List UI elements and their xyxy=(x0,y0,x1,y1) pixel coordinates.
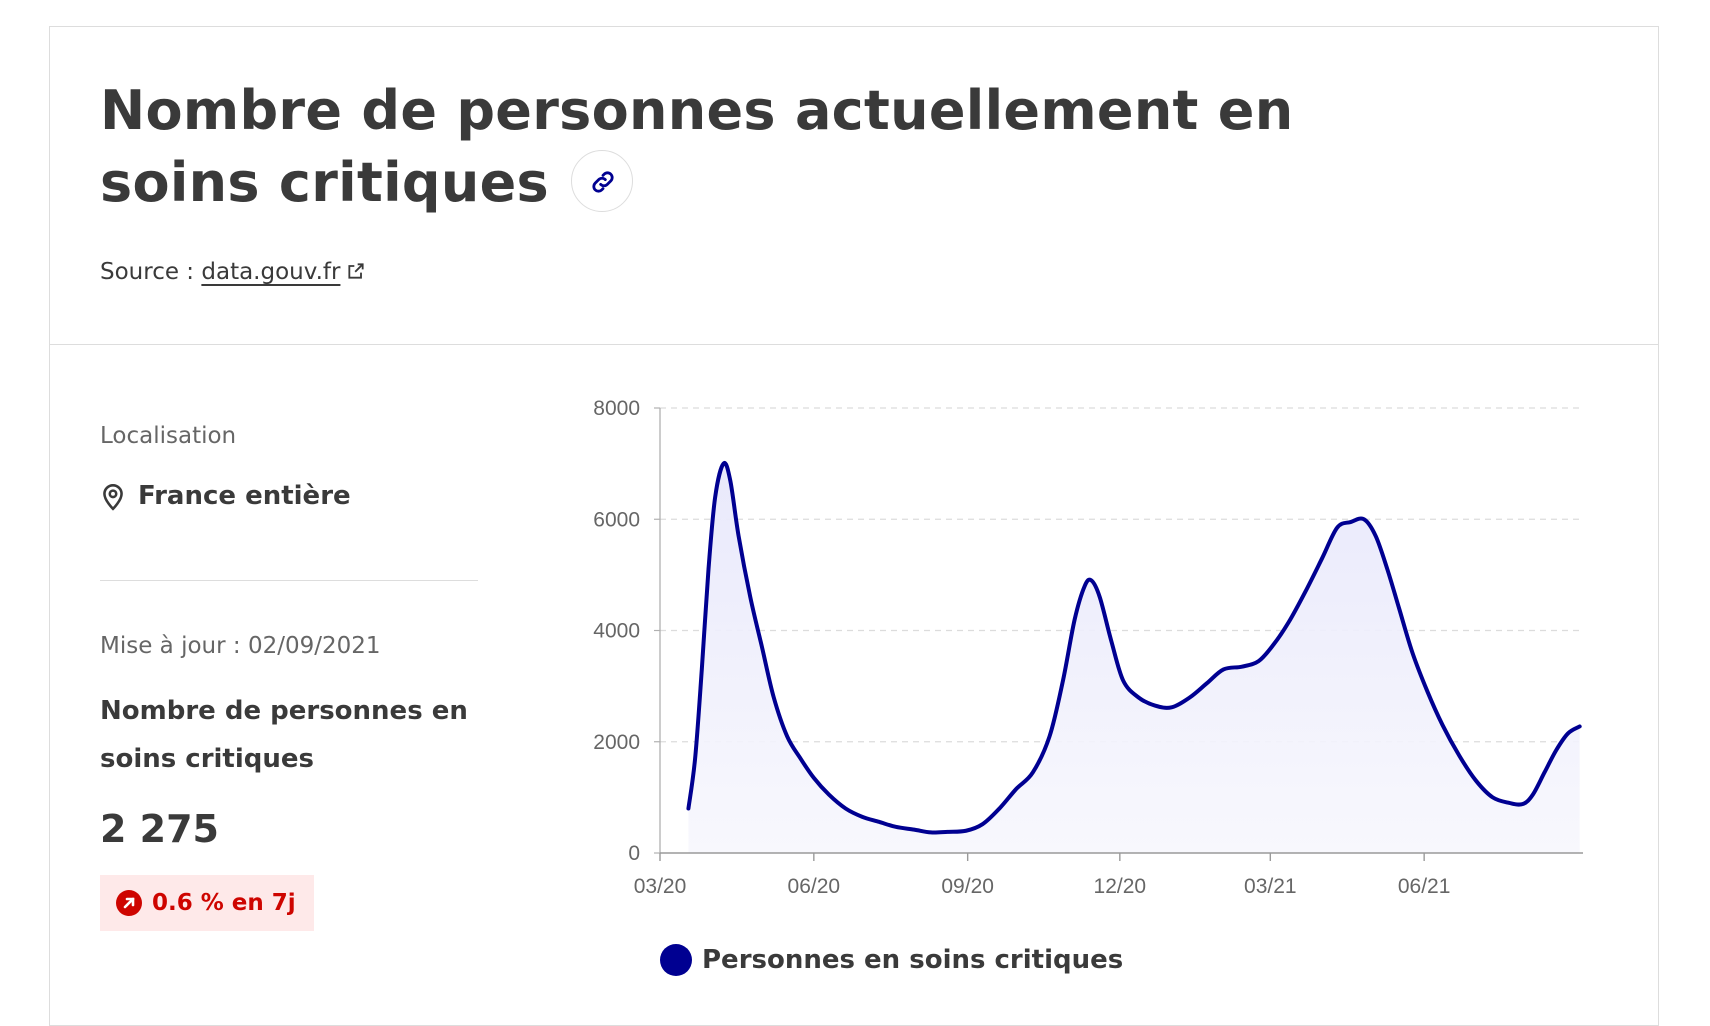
arrow-up-right-icon xyxy=(116,890,142,916)
location-pin-icon xyxy=(103,484,123,511)
localisation-label: Localisation xyxy=(100,423,237,449)
card-header: Nombre de personnes actuellement en soin… xyxy=(50,27,1658,345)
divider xyxy=(100,580,478,581)
page-title: Nombre de personnes actuellement en soin… xyxy=(100,75,1400,219)
source-link[interactable]: data.gouv.fr xyxy=(201,259,366,285)
external-link-icon xyxy=(348,263,365,279)
trend-badge-text: 0.6 % en 7j xyxy=(152,890,296,916)
chart-legend[interactable]: Personnes en soins critiques xyxy=(660,944,1123,976)
legend-label: Personnes en soins critiques xyxy=(702,945,1124,975)
source-line: Source : data.gouv.fr xyxy=(100,259,366,285)
metric-value: 2 275 xyxy=(100,807,219,851)
chart-card: Nombre de personnes actuellement en soin… xyxy=(49,26,1659,1026)
metric-title: Nombre de personnes en soins critiques xyxy=(100,696,468,774)
localisation-text: France entière xyxy=(138,481,351,511)
source-prefix: Source : xyxy=(100,259,202,285)
title-text: Nombre de personnes actuellement en soin… xyxy=(100,79,1294,214)
copy-link-button[interactable] xyxy=(570,150,633,213)
localisation-value[interactable]: France entière xyxy=(100,481,351,511)
trend-badge: 0.6 % en 7j xyxy=(100,875,314,931)
link-icon xyxy=(592,171,614,193)
source-link-text: data.gouv.fr xyxy=(201,259,341,285)
legend-dot xyxy=(660,944,692,976)
update-date: Mise à jour : 02/09/2021 xyxy=(100,633,381,659)
